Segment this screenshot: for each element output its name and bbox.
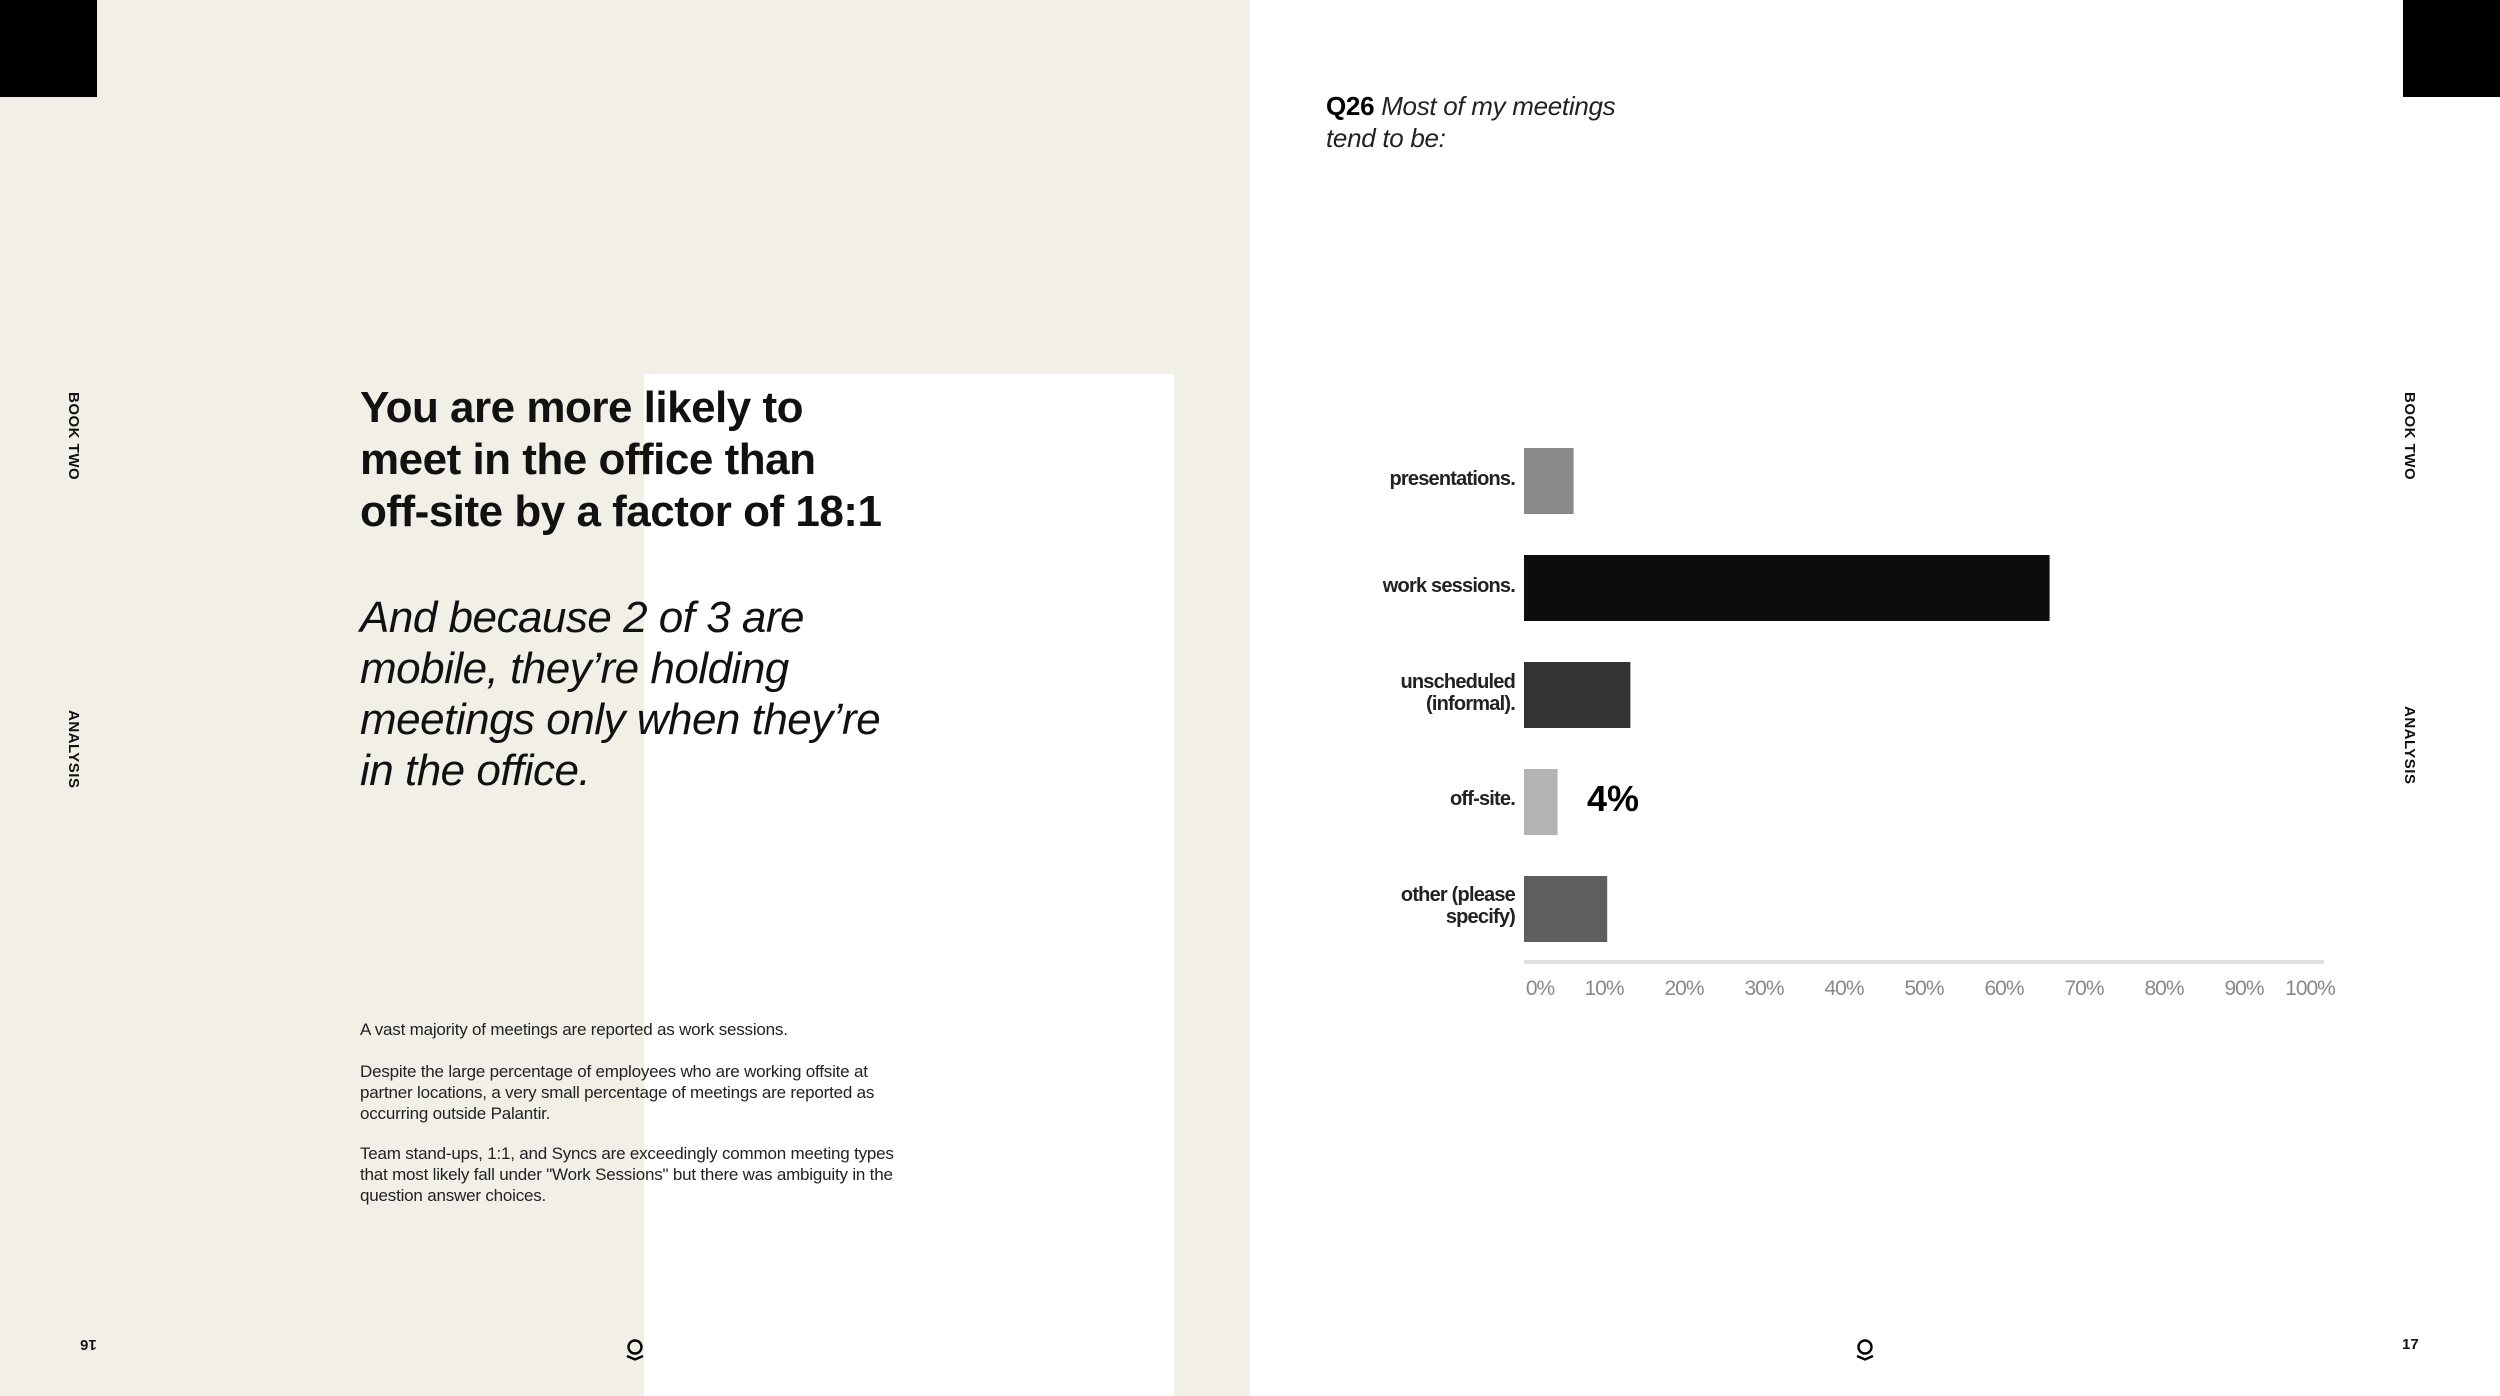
- category-axis: presentations. work sessions. unschedule…: [1330, 420, 1516, 960]
- left-side-label-section: ANALYSIS: [65, 710, 82, 789]
- heading-line: meet in the office than: [360, 435, 816, 484]
- subheading-line: meetings only when they’re: [360, 695, 881, 744]
- body-paragraph: Team stand-ups, 1:1, and Syncs are excee…: [360, 1144, 894, 1205]
- category-label-line: off-site.: [1449, 788, 1516, 810]
- category-label-other: other (please specify): [1335, 884, 1516, 928]
- right-page-number: 17: [2402, 1336, 2419, 1353]
- left-corner-block: [0, 0, 97, 97]
- heading-line: You are more likely to: [360, 383, 804, 432]
- left-page-number: 16: [80, 1336, 97, 1353]
- x-tick-label: 30%: [1744, 977, 1784, 1000]
- x-tick-label: 90%: [2224, 977, 2264, 1000]
- bar-other-please-specify: [1524, 876, 1608, 942]
- bar-presentations: [1524, 448, 1574, 514]
- body-paragraph: A vast majority of meetings are reported…: [360, 1020, 788, 1039]
- page-subheading: And because 2 of 3 are mobile, they’re h…: [360, 592, 920, 796]
- question-title: Q26 Most of my meetings tend to be:: [1326, 90, 1626, 154]
- x-tick-label: 40%: [1824, 977, 1864, 1000]
- x-tick-label: 70%: [2064, 977, 2104, 1000]
- x-tick-label: 20%: [1664, 977, 1704, 1000]
- subheading-line: And because 2 of 3 are: [360, 593, 805, 642]
- category-label-line: (informal).: [1426, 693, 1516, 715]
- palantir-logo-icon: [1856, 1339, 1874, 1361]
- category-label-off-site: off-site.: [1335, 788, 1516, 810]
- category-label-line: other (please: [1400, 884, 1516, 906]
- bar-chart: [1524, 448, 2324, 964]
- subheading-line: in the office.: [360, 746, 591, 795]
- question-number: Q26: [1326, 91, 1375, 121]
- x-tick-label: 0%: [1525, 977, 1555, 1000]
- subheading-line: mobile, they’re holding: [360, 644, 789, 693]
- body-paragraph: Despite the large percentage of employee…: [360, 1062, 875, 1123]
- left-white-panel: [644, 374, 1174, 1396]
- category-label-line: work sessions.: [1382, 575, 1516, 597]
- heading-line: off-site by a factor of 18:1: [360, 487, 882, 536]
- x-tick-label: 10%: [1584, 977, 1624, 1000]
- bar-work-sessions: [1524, 555, 2050, 621]
- x-tick-label: 60%: [1984, 977, 2024, 1000]
- right-corner-block: [2403, 0, 2500, 97]
- category-label-presentations: presentations.: [1335, 468, 1516, 490]
- category-label-unscheduled: unscheduled (informal).: [1335, 671, 1515, 715]
- x-tick-label: 100%: [2285, 977, 2336, 1000]
- category-label-line: presentations.: [1389, 468, 1516, 490]
- x-tick-label: 50%: [1904, 977, 1944, 1000]
- off-site-data-label: 4%: [1587, 778, 1640, 819]
- category-label-line: unscheduled: [1400, 671, 1515, 693]
- palantir-logo-icon: [626, 1339, 644, 1361]
- question-text: Most of my meetings tend to be:: [1326, 91, 1616, 153]
- bar-unscheduled-informal: [1524, 662, 1631, 728]
- right-side-label-section: ANALYSIS: [2401, 706, 2418, 785]
- bar-off-site: [1524, 769, 1558, 835]
- left-side-label-book: BOOK TWO: [65, 392, 82, 481]
- category-label-work-sessions: work sessions.: [1335, 575, 1516, 597]
- page-heading: You are more likely to meet in the offic…: [360, 382, 920, 538]
- category-label-line: specify): [1445, 906, 1516, 928]
- right-side-label-book: BOOK TWO: [2401, 392, 2418, 481]
- x-tick-label: 80%: [2144, 977, 2184, 1000]
- x-axis-tick-labels: 0% 10% 20% 30% 40% 50% 60% 70% 80% 90% 100%: [1524, 977, 2336, 1007]
